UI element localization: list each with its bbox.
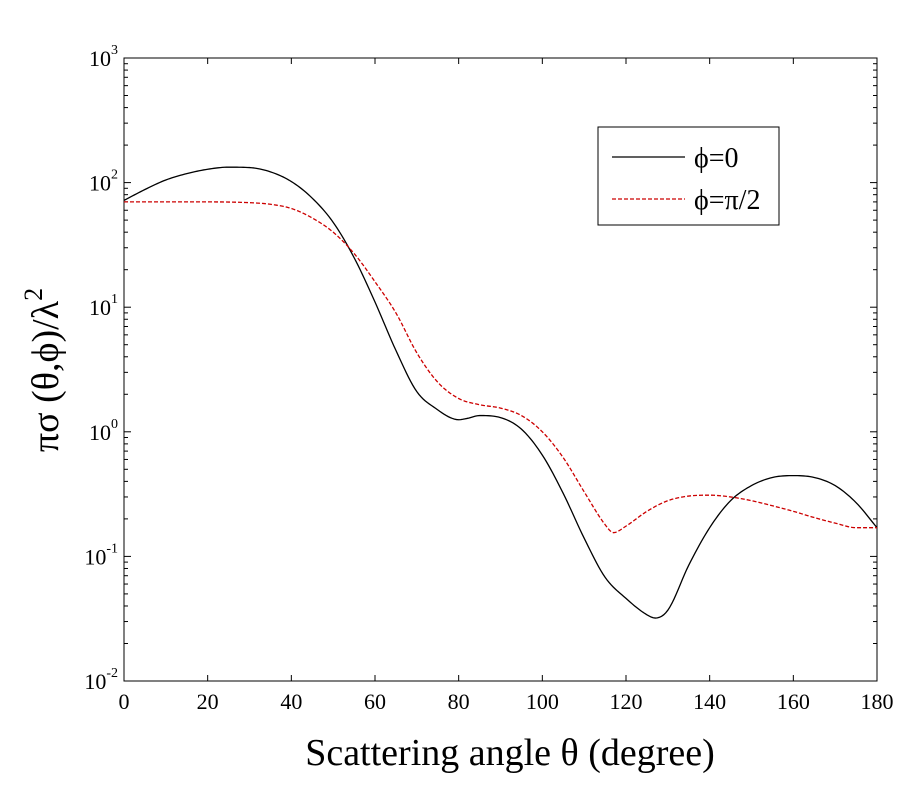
x-axis-title: Scattering angle θ (degree) [305,732,715,774]
x-tick-labels: 0 20 40 60 80 100 120 140 160 180 [119,689,894,714]
y-axis-title-main: πσ (θ,ϕ)/λ [25,300,67,452]
y-tick-labels: 10-2 10-1 100 101 102 103 [84,43,118,694]
series-layer [123,166,878,619]
legend: ϕ=0 ϕ=π/2 [597,126,780,226]
x-tick-label: 100 [526,689,559,714]
legend-label-series-1: ϕ=π/2 [694,185,760,216]
x-tick-label: 160 [777,689,810,714]
legend-box [597,126,780,226]
y-tick-label: 100 [89,417,118,445]
y-tick-label: 103 [89,43,118,71]
y-tick-label: 10-1 [84,541,118,569]
y-axis-title-sup: 2 [19,288,48,301]
y-tick-label: 101 [89,292,118,320]
x-tick-label: 180 [861,689,894,714]
x-tick-label: 80 [448,689,470,714]
axis-ticks [123,57,878,682]
y-axis-title: πσ (θ,ϕ)/λ2 [19,288,67,452]
y-tick-label: 10-2 [84,666,118,694]
x-tick-label: 60 [364,689,386,714]
series-line-1 [124,201,877,534]
series-line-0 [123,166,878,619]
y-tick-label: 102 [89,168,118,196]
x-tick-label: 40 [280,689,302,714]
x-tick-label: 0 [119,689,130,714]
legend-label-series-0: ϕ=0 [694,143,739,174]
x-tick-label: 120 [610,689,643,714]
x-tick-label: 140 [693,689,726,714]
x-tick-label: 20 [197,689,219,714]
